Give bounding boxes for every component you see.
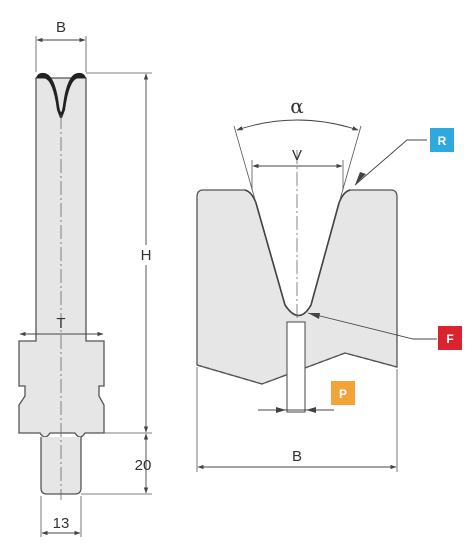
badge-f: F bbox=[438, 326, 462, 350]
right-base-dimension: B bbox=[196, 367, 398, 472]
tang-base-label: 13 bbox=[53, 515, 70, 532]
tang-base-dimension: 13 bbox=[40, 496, 82, 537]
tang-width-label: T bbox=[56, 315, 65, 332]
opening-label: V bbox=[292, 147, 302, 164]
angle-dimension: α bbox=[233, 94, 362, 204]
left-width-dimension: B bbox=[35, 19, 87, 72]
leader-lines bbox=[307, 139, 437, 340]
left-die-profile bbox=[18, 72, 105, 500]
badge-p-box bbox=[331, 381, 355, 405]
right-die-v-groove-outline bbox=[244, 189, 351, 317]
opening-dimension: V bbox=[251, 147, 344, 190]
slot-width-dimension bbox=[258, 407, 334, 413]
tang-slot bbox=[286, 321, 306, 413]
badge-r: R bbox=[430, 128, 454, 152]
tang-width-dimension: T bbox=[19, 315, 104, 337]
badge-r-box bbox=[430, 128, 454, 152]
badge-r-label: R bbox=[438, 134, 447, 148]
badge-p-label: P bbox=[339, 387, 347, 401]
tang-height-label: 20 bbox=[135, 457, 152, 474]
left-die-body bbox=[18, 77, 105, 438]
right-die-section bbox=[196, 150, 398, 413]
left-die-groove-shape bbox=[36, 72, 86, 118]
badge-f-label: F bbox=[446, 332, 453, 346]
badge-f-box bbox=[438, 326, 462, 350]
left-width-label: B bbox=[56, 19, 66, 36]
angle-label: α bbox=[290, 94, 304, 118]
right-base-label: B bbox=[292, 448, 302, 465]
tang-height-dimension: 20 bbox=[81, 433, 152, 495]
height-label: H bbox=[141, 247, 152, 264]
height-dimension: H bbox=[86, 72, 156, 434]
badge-p: P bbox=[331, 381, 355, 405]
